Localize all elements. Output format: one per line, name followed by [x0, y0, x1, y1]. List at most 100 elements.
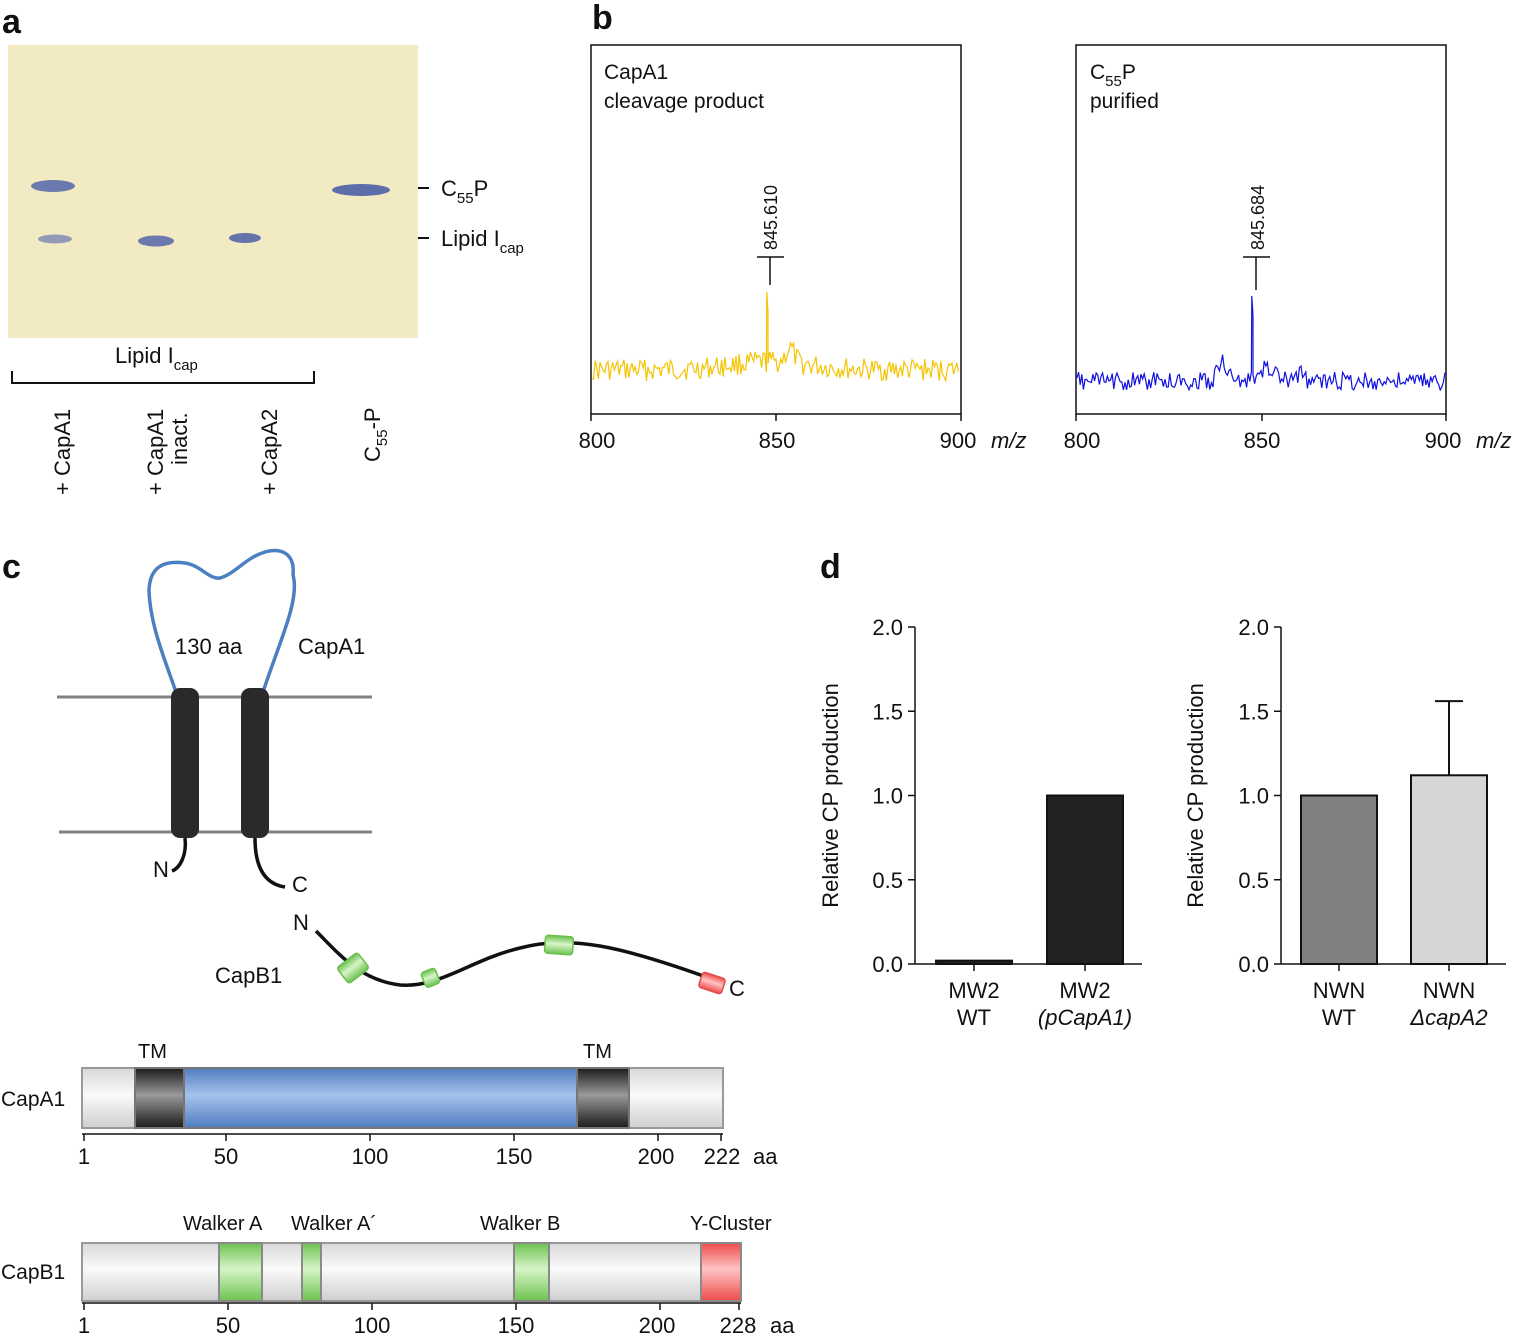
- lipid-band-label: Lipid Icap: [441, 226, 524, 257]
- bar: [1410, 774, 1488, 966]
- capa1-membrane-diagram: 130 aa CapA1 N C: [57, 548, 372, 897]
- walker-b-segment: [543, 934, 575, 956]
- walker-a-segment: [337, 952, 369, 984]
- x-tick-label: (pCapA1): [1038, 1005, 1132, 1030]
- band-capa1inact-lipid: [138, 235, 174, 247]
- walker-a-prime-segment: [420, 967, 441, 988]
- tlc-plate: [8, 45, 418, 338]
- y-tick-label: 0.0: [872, 952, 903, 977]
- x-axis-ticks: 800 850 900 m/z: [579, 414, 1026, 453]
- x-axis-ticks: 800 850 900 m/z: [1064, 414, 1511, 453]
- bar-chart-nwn: 0.0 0.5 1.0 1.5 2.0 Relative CP production NWN…: [1183, 615, 1506, 1030]
- axis-tick-label: 100: [354, 1313, 391, 1337]
- capb1-diagram-label: CapB1: [215, 963, 282, 988]
- lipid-group-bracket: [11, 371, 315, 384]
- axis-tick-label: 1: [78, 1313, 90, 1337]
- bar: [1300, 794, 1378, 965]
- loop-length-label: 130 aa: [175, 634, 243, 659]
- lane-label-c55p: C55-P: [360, 407, 391, 462]
- tm-helix-1: [171, 688, 199, 838]
- tm-domain-label: TM: [138, 1041, 167, 1063]
- band-capa2-lipid: [229, 233, 261, 243]
- panel-label-c: c: [2, 548, 21, 586]
- lane-label-capa2: + CapA2: [257, 409, 282, 495]
- x-axis-unit: m/z: [1476, 428, 1511, 453]
- x-tick-label: MW2: [1059, 978, 1110, 1003]
- peak-label: 845.684: [1248, 185, 1268, 250]
- axis-tick-label: 222: [704, 1144, 741, 1169]
- lane-label-capa1: + CapA1: [50, 409, 75, 495]
- spectrum-title-line1: C55P: [1090, 61, 1136, 90]
- y-tick-label: 1.0: [872, 784, 903, 809]
- x-tick-label: 900: [940, 428, 977, 453]
- axis-unit: aa: [753, 1144, 778, 1169]
- spectrum-frame: [1075, 44, 1447, 415]
- lane-label-inact: inact.: [167, 412, 192, 465]
- y-tick-label: 0.5: [872, 868, 903, 893]
- y-cluster-domain: [700, 1242, 742, 1302]
- x-tick-label: 850: [1244, 428, 1281, 453]
- extracellular-loop: [147, 548, 297, 693]
- capa1-n-terminus: N: [153, 857, 169, 882]
- capa1-bar-name: CapA1: [1, 1088, 65, 1111]
- capa1-c-terminus: C: [292, 872, 308, 897]
- x-tick-label: WT: [1322, 1005, 1356, 1030]
- capb1-bar-name: CapB1: [1, 1261, 65, 1284]
- axis-tick-label: 50: [216, 1313, 240, 1337]
- panel-label-d: d: [820, 548, 841, 586]
- spectrum-c55p: C55P purified 845.684 800 850 900 m/z: [1064, 44, 1511, 453]
- spectrum-title-line1: CapA1: [604, 61, 668, 84]
- spectrum-trace: [591, 291, 959, 383]
- y-tick-label: 1.5: [872, 699, 903, 724]
- spectrum-title-line2: purified: [1090, 90, 1159, 113]
- axis-tick-label: 200: [639, 1313, 676, 1337]
- tm-domain-1: [134, 1067, 185, 1129]
- panel-label-a: a: [2, 3, 22, 41]
- panel-label-b: b: [592, 0, 613, 37]
- capb1-domain-bar: Walker A Walker A´ Walker B Y-Cluster Ca…: [1, 1213, 795, 1337]
- axis-tick-label: 100: [352, 1144, 389, 1169]
- band-c55p-standard: [332, 184, 390, 196]
- capb1-c-terminus: C: [729, 976, 745, 1001]
- bar-chart-mw2: 0.0 0.5 1.0 1.5 2.0 Relative CP production MW2…: [818, 615, 1142, 1030]
- x-tick-label: 850: [759, 428, 796, 453]
- axis-tick-label: 228: [720, 1313, 757, 1337]
- lipid-group-label: Lipid Icap: [115, 343, 198, 374]
- x-tick-label: 800: [579, 428, 616, 453]
- y-cluster-label: Y-Cluster: [690, 1213, 772, 1235]
- x-tick-label: ΔcapA2: [1409, 1005, 1487, 1030]
- capa1-domain-bar: TM TM CapA1 1 50 100 150 200 222 aa: [1, 1041, 778, 1169]
- y-tick-label: 0.5: [1238, 868, 1269, 893]
- n-terminal-tail: [171, 837, 188, 873]
- walker-a-domain: [218, 1242, 263, 1302]
- axis-tick-label: 150: [496, 1144, 533, 1169]
- capb1-bar-body: [81, 1242, 742, 1302]
- y-tick-label: 1.0: [1238, 784, 1269, 809]
- tm-helix-2: [241, 688, 269, 838]
- loop-domain: [183, 1067, 578, 1129]
- x-tick-label: MW2: [948, 978, 999, 1003]
- band-capa1-c55p: [31, 180, 75, 192]
- y-axis-label: Relative CP production: [1183, 683, 1208, 908]
- bar: [935, 959, 1013, 966]
- capb1-chain: [314, 929, 721, 987]
- tm-domain-2: [576, 1067, 630, 1129]
- capa1-diagram-label: CapA1: [298, 634, 365, 659]
- spectrum-title-line2: cleavage product: [604, 90, 764, 113]
- y-tick-label: 2.0: [872, 615, 903, 640]
- x-tick-label: 900: [1425, 428, 1462, 453]
- walker-b-domain: [513, 1242, 550, 1302]
- axis-unit: aa: [770, 1313, 795, 1337]
- axis-tick-label: 200: [638, 1144, 675, 1169]
- peak-label: 845.610: [761, 185, 781, 250]
- walker-a-label: Walker A: [183, 1213, 263, 1235]
- y-cluster-segment: [698, 971, 726, 995]
- walker-a-prime-label: Walker A´: [291, 1213, 377, 1235]
- lane-label-capa1-inact: + CapA1: [143, 409, 168, 495]
- y-axis-label: Relative CP production: [818, 683, 843, 908]
- x-tick-label: NWN: [1313, 978, 1366, 1003]
- x-tick-label: 800: [1064, 428, 1101, 453]
- walker-b-label: Walker B: [480, 1213, 560, 1235]
- axis-tick-label: 1: [78, 1144, 90, 1169]
